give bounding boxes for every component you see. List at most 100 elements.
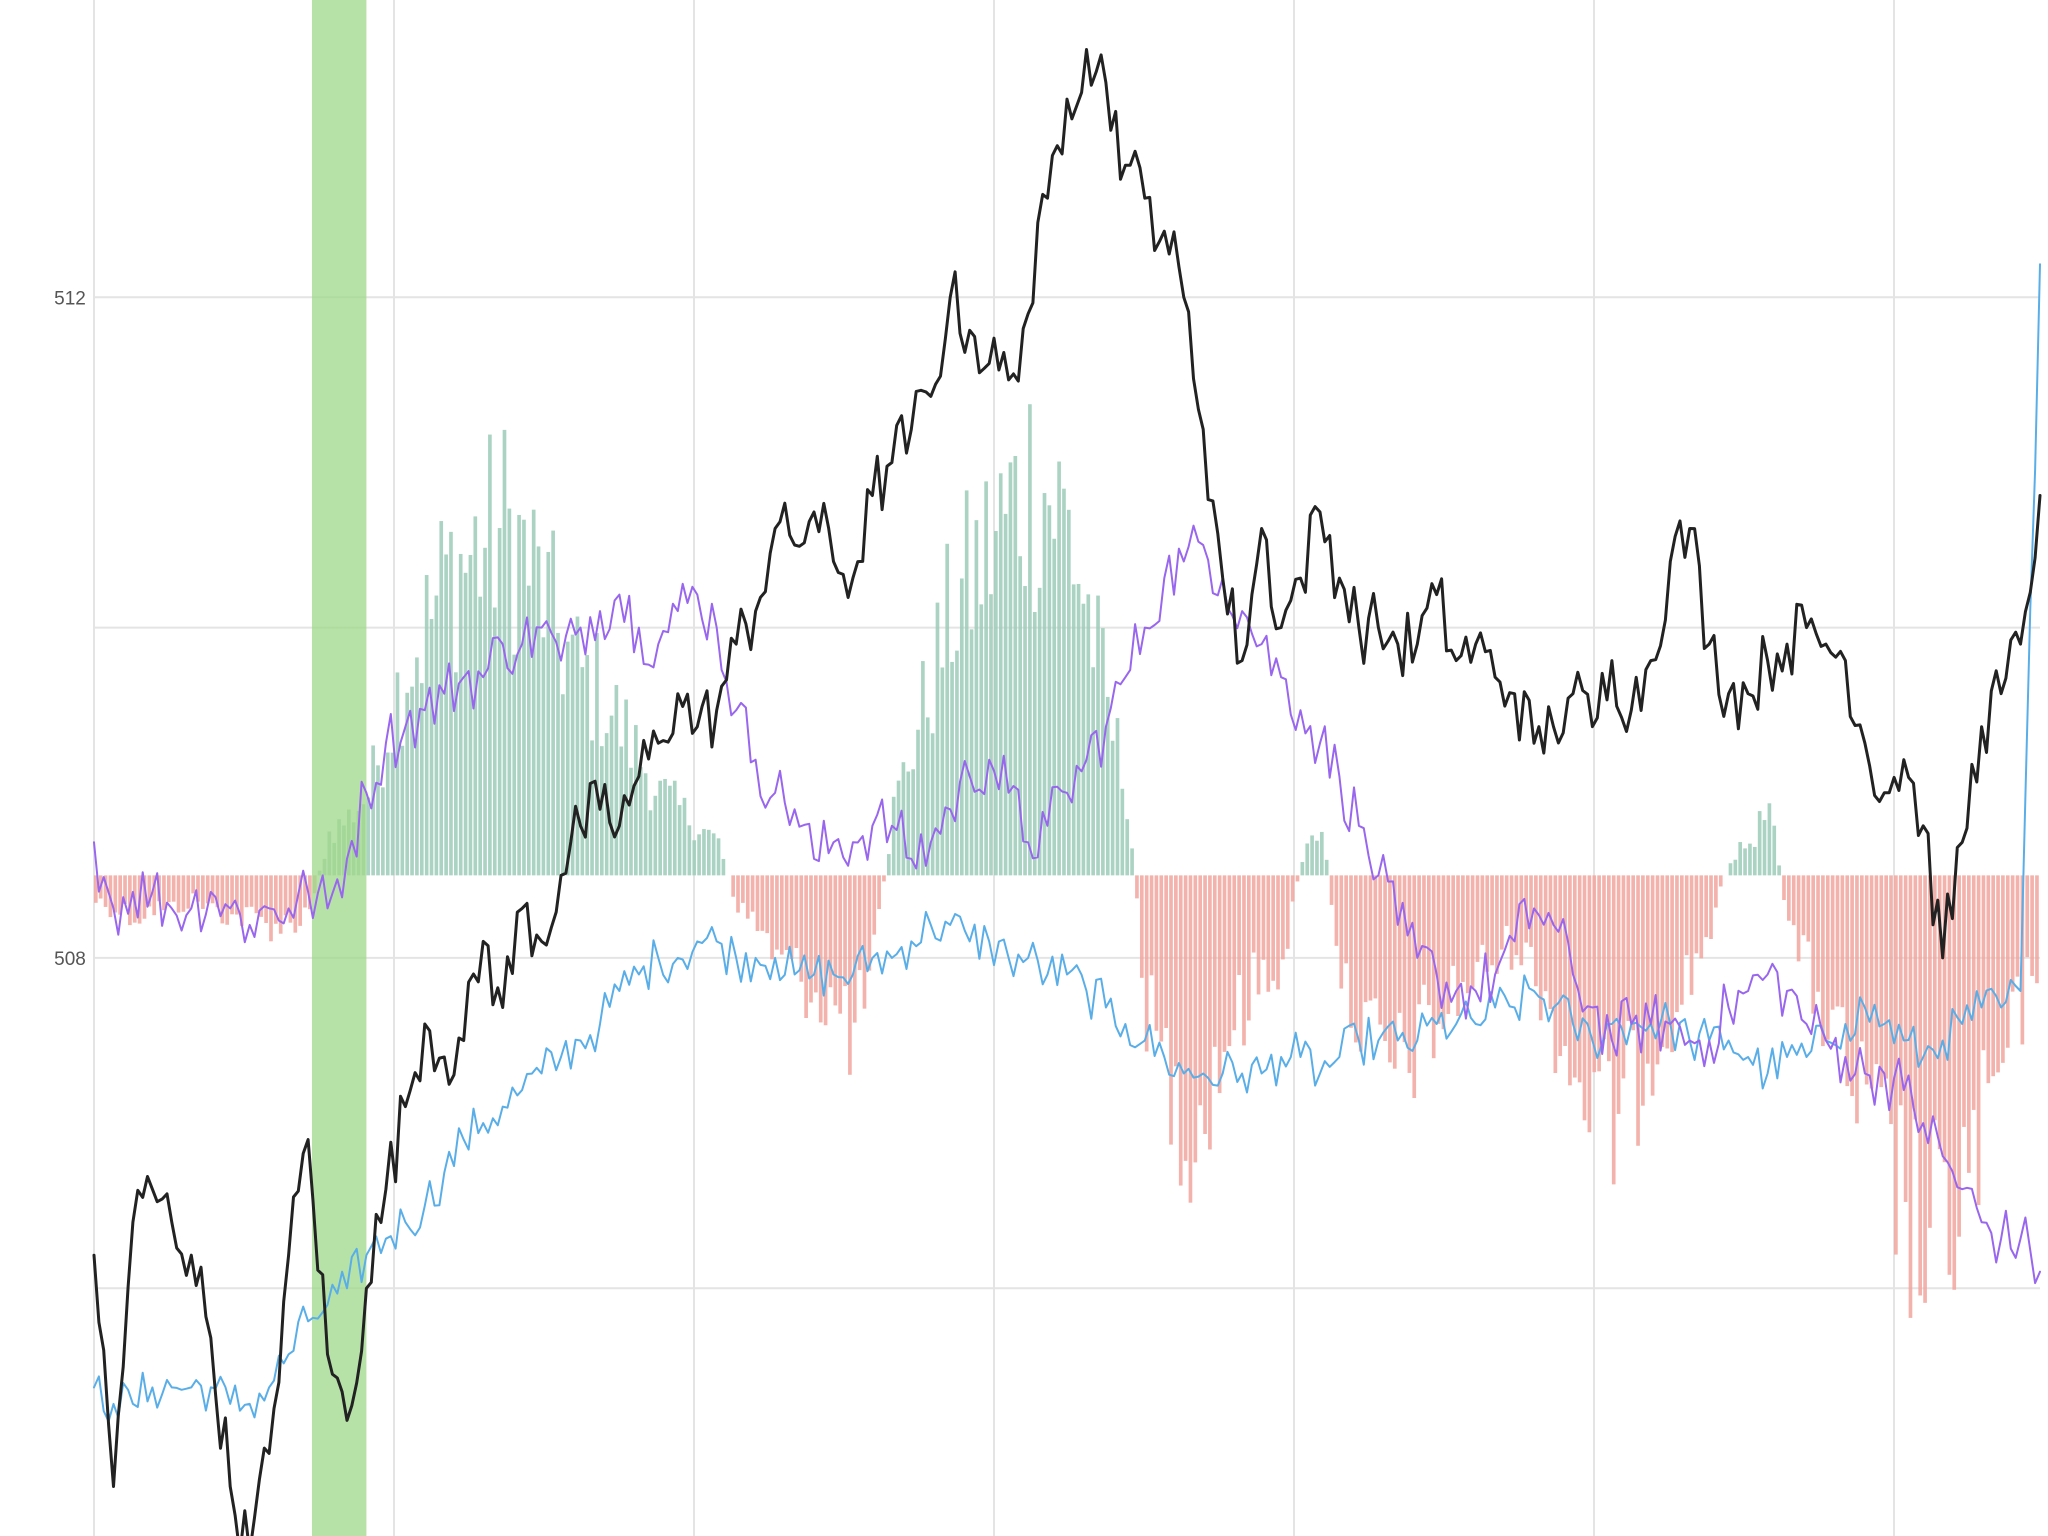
histogram-bar — [575, 616, 580, 876]
histogram-bar — [103, 875, 108, 907]
histogram-bar — [196, 875, 200, 902]
histogram-bar — [1013, 455, 1018, 876]
histogram-bar — [424, 575, 429, 876]
histogram-bar — [1329, 875, 1334, 905]
histogram-bars — [94, 404, 2039, 1318]
histogram-bar — [624, 699, 628, 876]
histogram-bar — [1962, 875, 1966, 1127]
histogram-bar — [186, 875, 191, 909]
histogram-bar — [882, 875, 886, 882]
histogram-bar — [1529, 875, 1533, 947]
histogram-bar — [1417, 875, 1421, 1005]
histogram-bar — [1212, 875, 1217, 1047]
histogram-bar — [1592, 875, 1597, 1073]
histogram-bar — [517, 514, 521, 876]
histogram-bar — [444, 554, 448, 876]
histogram-bar — [1621, 875, 1626, 1079]
histogram-bar — [1441, 875, 1446, 1030]
histogram-bar — [1548, 875, 1553, 1010]
histogram-bar — [308, 875, 312, 910]
histogram-bar — [1879, 875, 1884, 1088]
histogram-bar — [629, 767, 633, 876]
histogram-bar — [541, 637, 546, 876]
histogram-bar — [1242, 875, 1246, 1046]
histogram-bar — [911, 769, 915, 876]
histogram-bar — [804, 875, 808, 1018]
histogram-bar — [916, 729, 920, 876]
histogram-bar — [1037, 587, 1042, 876]
histogram-bar — [1587, 875, 1592, 1133]
histogram-bar — [1305, 843, 1310, 876]
histogram-bar — [770, 875, 774, 960]
histogram-bar — [454, 672, 458, 876]
histogram-bar — [755, 875, 760, 932]
histogram-bar — [1383, 875, 1387, 1041]
histogram-bar — [886, 854, 891, 876]
histogram-bar — [1028, 404, 1032, 876]
histogram-bar — [2001, 875, 2005, 1063]
histogram-bar — [2010, 875, 2015, 992]
histogram-bar — [1996, 875, 2000, 1073]
histogram-bar — [1563, 875, 1567, 1046]
histogram-bar — [1105, 696, 1110, 876]
y-tick-label-508: 508 — [54, 949, 86, 970]
histogram-bar — [1504, 875, 1509, 926]
histogram-bar — [1782, 875, 1786, 901]
histogram-bar — [283, 875, 288, 916]
histogram-bar — [1689, 875, 1694, 995]
histogram-bar — [959, 578, 964, 876]
histogram-bar — [1067, 509, 1071, 876]
histogram-bar — [984, 481, 988, 876]
histogram-bar — [1023, 586, 1027, 876]
histogram-bar — [1178, 875, 1183, 1186]
histogram-bar — [1718, 875, 1723, 887]
histogram-bar — [2015, 875, 2020, 977]
histogram-bar — [400, 745, 405, 876]
histogram-bar — [1373, 875, 1378, 999]
histogram-bar — [492, 607, 497, 876]
histogram-bar — [1363, 875, 1368, 1003]
histogram-bar — [716, 838, 721, 876]
histogram-bar — [1300, 862, 1305, 876]
histogram-bar — [298, 875, 302, 926]
histogram-bar — [1149, 875, 1154, 976]
histogram-bar — [1665, 875, 1670, 1049]
histogram-bar — [1431, 875, 1436, 1059]
histogram-bar — [210, 875, 215, 904]
histogram-bar — [1952, 875, 1957, 1290]
histogram-bar — [779, 875, 784, 955]
histogram-bar — [458, 553, 463, 876]
histogram-bar — [794, 875, 799, 949]
histogram-bar — [1991, 875, 1996, 1077]
histogram-bar — [1358, 875, 1363, 1052]
histogram-bar — [1743, 848, 1747, 876]
histogram-bar — [1174, 875, 1178, 1067]
histogram-bar — [1714, 875, 1718, 908]
histogram-bar — [2020, 875, 2025, 1045]
histogram-bar — [497, 528, 502, 876]
histogram-bar — [648, 810, 653, 876]
histogram-bar — [1071, 584, 1076, 876]
histogram-bar — [551, 530, 555, 876]
histogram-bar — [1465, 875, 1470, 994]
histogram-bar — [230, 875, 234, 915]
histogram-bar — [672, 780, 677, 876]
histogram-bar — [1183, 875, 1188, 1161]
histogram-bar — [862, 875, 867, 1009]
histogram-bar — [176, 875, 181, 913]
histogram-bar — [1748, 843, 1752, 876]
histogram-bar — [1733, 859, 1738, 876]
histogram-bar — [823, 875, 828, 1026]
histogram-bar — [1368, 875, 1373, 1001]
histogram-bar — [702, 829, 706, 876]
histogram-bar — [1062, 488, 1066, 876]
histogram-bar — [1519, 875, 1524, 966]
histogram-bar — [1553, 875, 1558, 1074]
histogram-bar — [381, 787, 385, 876]
histogram-bar — [522, 519, 526, 876]
histogram-bar — [1869, 875, 1874, 1089]
histogram-bar — [254, 875, 259, 914]
histogram-bar — [1266, 875, 1271, 992]
histogram-bar — [1631, 875, 1636, 1031]
histogram-bar — [1499, 875, 1504, 950]
